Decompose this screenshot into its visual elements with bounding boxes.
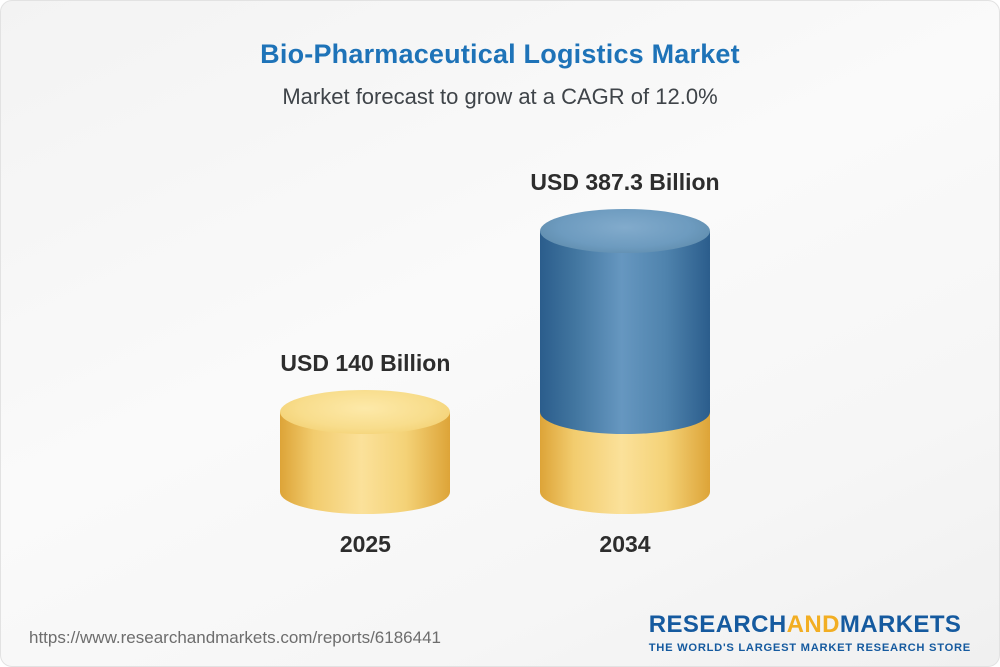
logo-and: AND — [786, 611, 840, 638]
bar-chart: USD 140 Billion 2025 USD 387.3 Billion 2… — [1, 110, 999, 558]
page-subtitle: Market forecast to grow at a CAGR of 12.… — [282, 84, 718, 109]
logo-markets: MARKETS — [839, 611, 962, 638]
chart-header: Bio-Pharmaceutical Logistics Market Mark… — [1, 1, 999, 110]
bar-group-2034: USD 387.3 Billion 2034 — [530, 169, 719, 558]
bar-group-2025: USD 140 Billion 2025 — [280, 349, 451, 558]
report-url-link[interactable]: https://www.researchandmarkets.com/repor… — [29, 628, 441, 647]
logo-wordmark: RESEARCHANDMARKETS — [649, 611, 971, 639]
page-title: Bio-Pharmaceutical Logistics Market — [260, 39, 740, 69]
cylinder-top-ellipse — [539, 209, 710, 254]
research-and-markets-logo: RESEARCHANDMARKETS THE WORLD'S LARGEST M… — [649, 611, 971, 654]
category-label-2025: 2025 — [339, 531, 391, 557]
growth-segment — [539, 231, 710, 434]
value-label-2034: USD 387.3 Billion — [530, 169, 720, 196]
cylinder-2025 — [280, 389, 451, 514]
logo-research: RESEARCH — [648, 611, 787, 638]
logo-tagline: THE WORLD'S LARGEST MARKET RESEARCH STOR… — [648, 642, 971, 654]
cylinder-top-ellipse — [280, 389, 451, 434]
cylinder-2034 — [539, 209, 710, 514]
category-label-2034: 2034 — [599, 531, 651, 557]
value-label-2025: USD 140 Billion — [280, 349, 451, 376]
